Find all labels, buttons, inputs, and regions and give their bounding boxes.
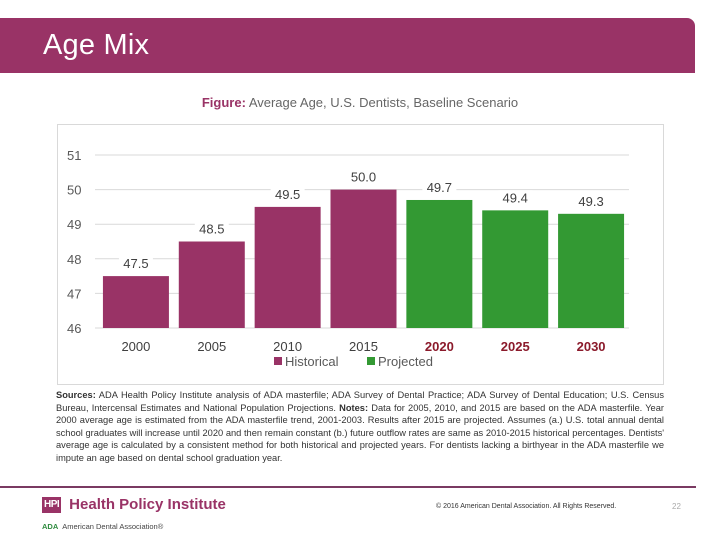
- footer-divider: [0, 486, 696, 488]
- notes-label: Notes:: [339, 402, 369, 413]
- legend-label-projected: Projected: [378, 354, 433, 369]
- data-label-background: [118, 256, 153, 272]
- y-tick-label: 50: [67, 183, 81, 198]
- bar-chart: 46 47 48 49 50 51 47.5 2000 48.5 2005 49.5 2010 50.0…: [67, 148, 629, 369]
- ada-mark: ADA: [42, 522, 59, 531]
- data-label-background: [346, 169, 381, 185]
- notes-text: Data for 2005, 2010, and 2015 are based …: [56, 402, 664, 463]
- y-tick-label: 51: [67, 148, 81, 163]
- y-tick-label: 47: [67, 286, 81, 301]
- sources-label: Sources:: [56, 390, 96, 400]
- chart-container: 46 47 48 49 50 51 47.5 2000 48.5 2005 49.5 2010 50.0…: [57, 124, 664, 385]
- y-tick-label: 48: [67, 252, 81, 267]
- bar-2010: [254, 206, 321, 328]
- hpi-logo: HPI Health Policy Institute: [42, 496, 226, 513]
- data-label-background: [422, 179, 457, 195]
- x-tick-label: 2025: [501, 339, 530, 354]
- sources-notes: Sources: ADA Health Policy Institute ana…: [56, 389, 664, 465]
- bar-2020: [406, 199, 473, 328]
- data-label-background: [498, 190, 533, 206]
- x-tick-label: 2010: [273, 339, 302, 354]
- bar-2005: [178, 241, 245, 328]
- sources-text: ADA Health Policy Institute analysis of …: [56, 390, 664, 413]
- x-tick-label: 2005: [197, 339, 226, 354]
- ada-logo: ADA American Dental Association®: [42, 522, 163, 531]
- hpi-badge: HPI: [42, 496, 62, 513]
- x-tick-label: 2015: [349, 339, 378, 354]
- bar-2000: [102, 276, 169, 328]
- copyright-notice: © 2016 American Dental Association. All …: [436, 503, 617, 510]
- hpi-name: Health Policy Institute: [69, 496, 226, 513]
- data-label-background: [574, 193, 609, 209]
- data-label: 49.3: [578, 194, 603, 209]
- legend-swatch-projected: [367, 357, 375, 365]
- data-label-background: [194, 221, 229, 237]
- title-bar: [0, 18, 695, 73]
- page-number: 22: [672, 502, 681, 511]
- x-tick-label: 2020: [425, 339, 454, 354]
- data-label: 50.0: [351, 170, 376, 185]
- y-tick-label: 46: [67, 321, 81, 336]
- data-label: 49.5: [275, 187, 300, 202]
- data-label: 48.5: [199, 222, 224, 237]
- legend-swatch-historical: [274, 357, 282, 365]
- legend-label-historical: Historical: [285, 354, 339, 369]
- bar-2015: [330, 189, 397, 328]
- figure-label: Figure:: [201, 95, 246, 110]
- y-tick-label: 49: [67, 217, 81, 232]
- data-label-background: [270, 186, 305, 202]
- bar-2030: [558, 213, 625, 328]
- x-tick-label: 2000: [121, 339, 150, 354]
- data-label: 49.7: [427, 180, 452, 195]
- bar-2025: [482, 210, 549, 328]
- x-tick-label: 2030: [577, 339, 606, 354]
- data-label: 47.5: [123, 256, 148, 271]
- data-label: 49.4: [503, 190, 528, 205]
- slide-title: Age Mix: [43, 29, 150, 61]
- ada-name: American Dental Association®: [62, 522, 164, 531]
- figure-caption: Figure: Average Age, U.S. Dentists, Base…: [0, 95, 720, 110]
- figure-caption-text: Average Age, U.S. Dentists, Baseline Sce…: [245, 95, 519, 110]
